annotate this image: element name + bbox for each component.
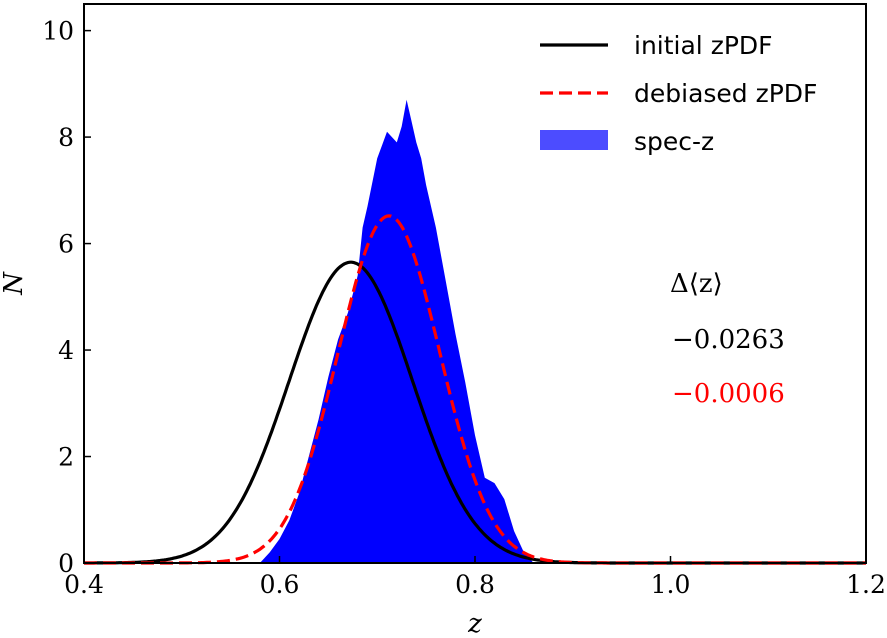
- annotations: Δ⟨z⟩ −0.0263 −0.0006: [670, 269, 785, 409]
- y-tick-label: 2: [58, 443, 74, 472]
- legend-label-debiased-zpdf: debiased zPDF: [634, 79, 817, 108]
- x-tick-label: 0.4: [64, 570, 104, 599]
- x-axis-label: z: [467, 609, 482, 638]
- delta-mean-z-label: Δ⟨z⟩: [670, 269, 723, 299]
- legend-label-initial-zpdf: initial zPDF: [634, 31, 773, 60]
- x-tick-label: 1.0: [651, 570, 691, 599]
- y-tick-label: 6: [58, 230, 74, 259]
- y-tick-label: 4: [58, 336, 74, 365]
- delta-initial-value: −0.0263: [672, 325, 785, 355]
- y-axis-label: N: [0, 271, 29, 296]
- x-tick-label: 0.6: [260, 570, 300, 599]
- y-tick-label: 8: [58, 123, 74, 152]
- legend: initial zPDF debiased zPDF spec-z: [540, 31, 817, 156]
- y-tick-label: 0: [58, 549, 74, 578]
- x-tick-label: 0.8: [455, 570, 495, 599]
- legend-label-spec-z: spec-z: [634, 127, 714, 156]
- y-tick-label: 10: [42, 17, 74, 46]
- legend-swatch-spec-z: [540, 130, 608, 150]
- x-tick-label: 1.2: [846, 570, 886, 599]
- axis-ticks: 0.4 0.6 0.8 1.0 1.2 0 2 4 6 8 10: [42, 17, 886, 599]
- delta-debiased-value: −0.0006: [672, 379, 785, 409]
